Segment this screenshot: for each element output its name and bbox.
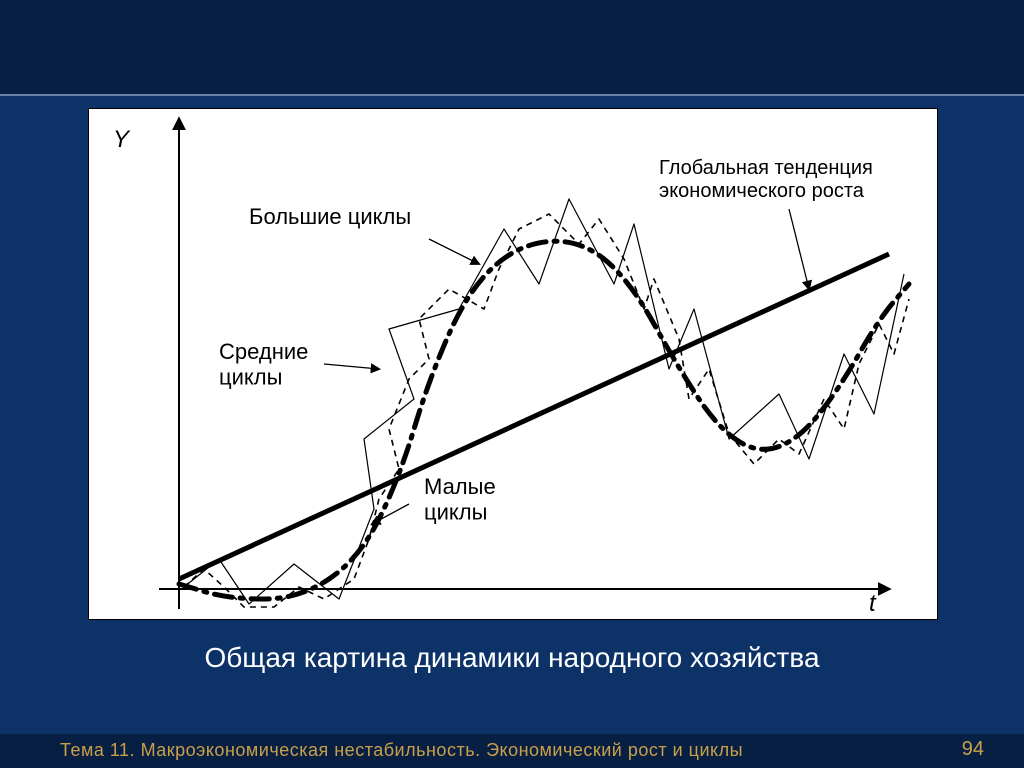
x-axis-label: t (869, 590, 877, 617)
divider (0, 94, 1024, 96)
page-number: 94 (962, 738, 984, 761)
annotation-arrow-big (429, 239, 479, 264)
annotation-arrow-medium (324, 364, 379, 369)
top-band (0, 0, 1024, 94)
slide-caption: Общая картина динамики народного хозяйст… (0, 642, 1024, 674)
annotation-small: Малыециклы (424, 474, 496, 524)
annotation-trend: Глобальная тенденцияэкономического роста (659, 157, 873, 202)
annotation-arrow-trend (789, 209, 809, 289)
footer-bar: Тема 11. Макроэкономическая нестабильнос… (0, 734, 1024, 768)
footer-text: Тема 11. Макроэкономическая нестабильнос… (60, 740, 743, 761)
y-axis-label: Y (113, 126, 131, 153)
chart-container: Yt Большие циклы Средниециклы Малыециклы Гло… (88, 108, 938, 620)
annotation-arrow-small (372, 504, 409, 524)
economic-cycles-chart: Yt Большие циклы Средниециклы Малыециклы Гло… (89, 109, 937, 619)
small-cycle-line (184, 199, 904, 604)
slide: Yt Большие циклы Средниециклы Малыециклы Гло… (0, 0, 1024, 768)
trend-line (179, 254, 889, 579)
annotation-medium: Средниециклы (219, 339, 308, 389)
annotation-big: Большие циклы (249, 204, 411, 229)
